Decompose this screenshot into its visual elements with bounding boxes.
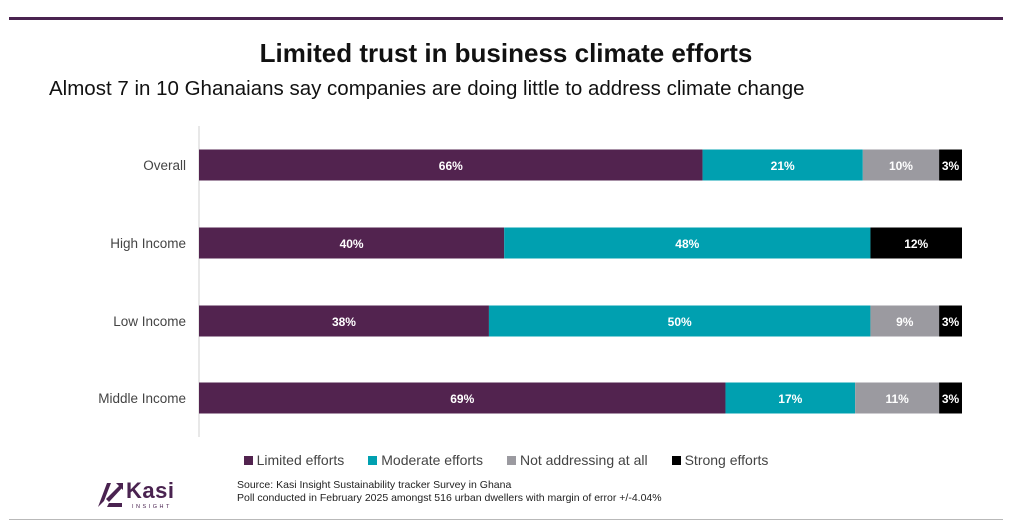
data-label-not-addressing-overall: 10% [889, 159, 913, 173]
legend-label-limited: Limited efforts [256, 452, 345, 468]
bar-limited-overall [199, 149, 703, 181]
data-label-limited-high-income: 40% [340, 237, 364, 251]
bar-moderate-low-income [488, 305, 871, 337]
bar-limited-high-income [199, 227, 505, 259]
stacked-bar-chart: Overall 66% 21% 10% 3% High Income 40% 48% 12% Lo… [98, 126, 962, 437]
bar-strong-low-income [939, 305, 962, 337]
data-label-moderate-high-income: 48% [675, 237, 699, 251]
data-label-strong-overall: 3% [942, 159, 960, 173]
legend-item-moderate: Moderate efforts [368, 452, 483, 468]
logo-tagline: INSIGHT [132, 504, 172, 510]
bar-moderate-overall [702, 149, 863, 181]
data-label-not-addressing-low-income: 9% [896, 315, 914, 329]
data-label-strong-middle-income: 3% [942, 392, 960, 406]
legend-label-strong: Strong efforts [684, 452, 769, 468]
legend-swatch-moderate [368, 455, 378, 465]
data-label-not-addressing-middle-income: 11% [885, 392, 909, 406]
logo-wordmark: Kasi [126, 478, 175, 503]
chart-title: Limited trust in business climate effort… [259, 38, 753, 68]
chart-subtitle: Almost 7 in 10 Ghanaians say companies a… [49, 77, 805, 100]
category-label-middle-income: Middle Income [98, 391, 186, 406]
legend-item-limited: Limited efforts [243, 452, 345, 468]
legend-swatch-strong [671, 455, 681, 465]
top-rule [9, 17, 1003, 20]
kasi-logo: Kasi INSIGHT [96, 477, 186, 513]
legend-label-not-addressing: Not addressing at all [519, 452, 648, 468]
bar-strong-high-income [870, 227, 962, 259]
bar-not-addressing-middle-income [855, 382, 940, 414]
data-label-moderate-middle-income: 17% [778, 392, 802, 406]
data-label-moderate-low-income: 50% [668, 315, 692, 329]
poll-line: Poll conducted in February 2025 amongst … [237, 492, 662, 504]
bottom-rule [9, 519, 1003, 520]
legend-swatch-not-addressing [506, 455, 516, 465]
bar-limited-low-income [199, 305, 489, 337]
bar-not-addressing-overall [862, 149, 940, 181]
source-line: Source: Kasi Insight Sustainability trac… [237, 479, 512, 491]
legend-item-not-addressing: Not addressing at all [506, 452, 648, 468]
data-label-strong-high-income: 12% [904, 237, 928, 251]
bar-moderate-high-income [504, 227, 871, 259]
data-label-strong-low-income: 3% [942, 315, 960, 329]
legend-item-strong: Strong efforts [671, 452, 769, 468]
legend-label-moderate: Moderate efforts [381, 452, 483, 468]
kasi-logo-mark-icon [98, 483, 123, 507]
bar-moderate-middle-income [725, 382, 856, 414]
data-label-limited-overall: 66% [439, 159, 463, 173]
bar-strong-middle-income [939, 382, 962, 414]
source-note: Source: Kasi Insight Sustainability trac… [237, 479, 662, 505]
legend-swatch-limited [243, 455, 253, 465]
category-label-overall: Overall [143, 158, 186, 173]
bar-strong-overall [939, 149, 962, 181]
data-label-limited-low-income: 38% [332, 315, 356, 329]
bar-not-addressing-low-income [870, 305, 940, 337]
data-label-moderate-overall: 21% [771, 159, 795, 173]
legend: Limited efforts Moderate efforts Not add… [0, 452, 1012, 468]
category-label-high-income: High Income [110, 236, 186, 251]
category-label-low-income: Low Income [113, 314, 186, 329]
bar-limited-middle-income [199, 382, 726, 414]
data-label-limited-middle-income: 69% [450, 392, 474, 406]
